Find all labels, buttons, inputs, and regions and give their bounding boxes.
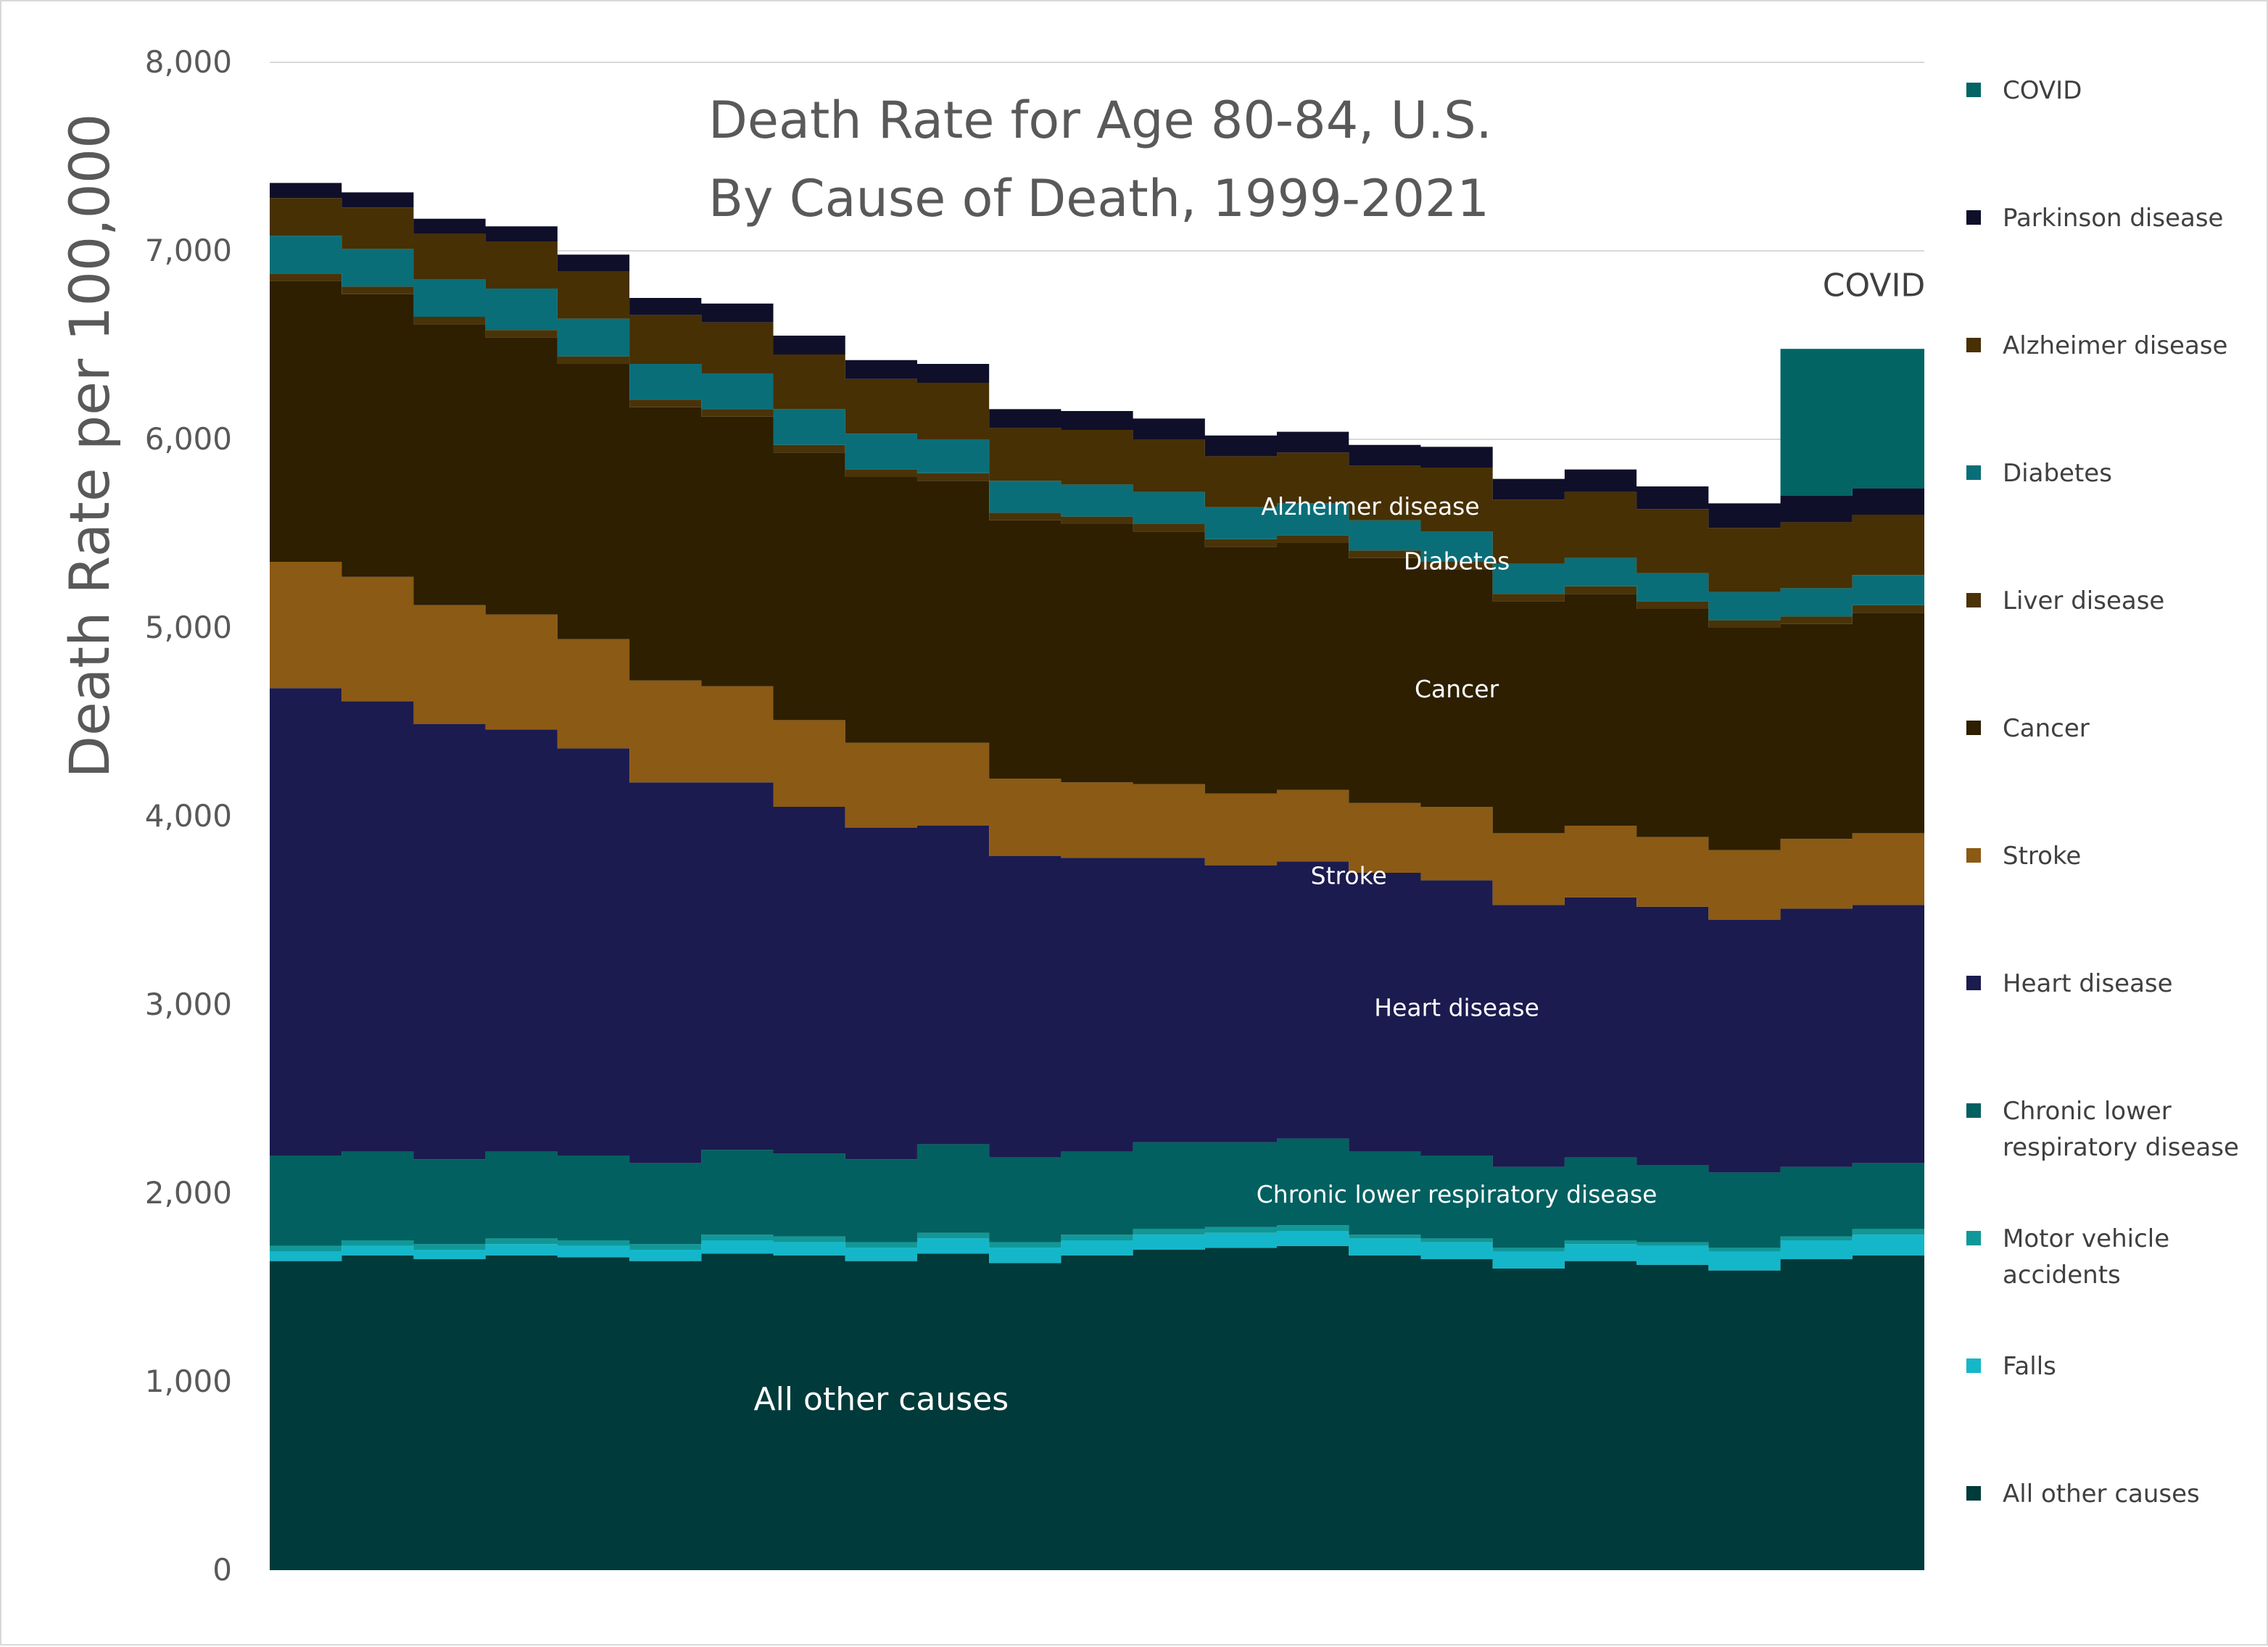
chart-title-line-1: Death Rate for Age 80-84, U.S.	[708, 91, 1492, 150]
area-falls	[270, 1231, 1924, 1271]
annotation-label: Cancer	[1415, 675, 1499, 703]
legend-label-cancer: Cancer	[2003, 714, 2090, 743]
y-tick-label: 5,000	[145, 610, 232, 645]
legend-label-falls: Falls	[2003, 1352, 2056, 1381]
annotation-label: Alzheimer disease	[1261, 492, 1479, 520]
y-axis-label-group: Death Rate per 100,000	[57, 113, 122, 778]
legend-label-motor-vehicle-accidents: accidents	[2003, 1261, 2121, 1290]
legend-swatch-chronic-lower-respiratory-disease	[1966, 1103, 1981, 1118]
y-tick-label: 2,000	[145, 1175, 232, 1211]
legend-swatch-diabetes	[1966, 465, 1981, 480]
area-alzheimer-disease	[270, 198, 1924, 592]
legend-label-liver-disease: Liver disease	[2003, 586, 2164, 615]
annotation-label: Chronic lower respiratory disease	[1257, 1180, 1657, 1208]
annotation-label: Stroke	[1311, 862, 1387, 890]
annotations: All other causes Chronic lower respirator…	[753, 267, 1925, 1418]
legend-label-alzheimer-disease: Alzheimer disease	[2003, 331, 2227, 360]
data-areas	[270, 183, 1924, 1570]
chart-title: Death Rate for Age 80-84, U.S. By Cause …	[708, 91, 1492, 228]
area-all-other-causes	[270, 1245, 1924, 1570]
legend-swatch-heart-disease	[1966, 976, 1981, 990]
y-axis-label: Death Rate per 100,000	[57, 113, 122, 778]
area-chronic-lower-respiratory-disease	[270, 1138, 1924, 1248]
y-axis: 0 1,000 2,000 3,000 4,000 5,000 6,000 7,000 8,00…	[145, 44, 232, 1588]
legend-swatch-stroke	[1966, 848, 1981, 863]
area-heart-disease	[270, 688, 1924, 1173]
y-tick-label: 1,000	[145, 1364, 232, 1399]
legend-label-heart-disease: Heart disease	[2003, 969, 2173, 998]
legend-swatch-parkinson-disease	[1966, 210, 1981, 225]
area-cancer	[270, 281, 1924, 850]
legend: COVID Parkinson disease Alzheimer disease D…	[1966, 76, 2239, 1509]
y-tick-label: 0	[212, 1552, 232, 1588]
legend-label-chronic-lower-respiratory-disease: respiratory disease	[2003, 1133, 2239, 1162]
legend-swatch-falls	[1966, 1358, 1981, 1373]
legend-label-parkinson-disease: Parkinson disease	[2003, 204, 2223, 233]
legend-label-chronic-lower-respiratory-disease: Chronic lower	[2003, 1097, 2172, 1126]
annotation-label: COVID	[1823, 267, 1926, 304]
annotation-label: All other causes	[753, 1381, 1009, 1418]
y-tick-label: 7,000	[145, 233, 232, 268]
legend-swatch-cancer	[1966, 721, 1981, 735]
y-tick-label: 3,000	[145, 987, 232, 1022]
annotation-label: Diabetes	[1404, 547, 1510, 575]
legend-label-all-other-causes: All other causes	[2003, 1480, 2200, 1509]
legend-swatch-all-other-causes	[1966, 1486, 1981, 1501]
y-tick-label: 6,000	[145, 421, 232, 457]
chart-title-line-2: By Cause of Death, 1999-2021	[708, 169, 1489, 228]
area-stroke	[270, 562, 1924, 920]
legend-swatch-alzheimer-disease	[1966, 338, 1981, 352]
legend-label-diabetes: Diabetes	[2003, 459, 2112, 488]
legend-swatch-covid	[1966, 83, 1981, 97]
y-tick-label: 8,000	[145, 44, 232, 80]
legend-label-stroke: Stroke	[2003, 842, 2081, 871]
y-tick-label: 4,000	[145, 798, 232, 834]
legend-label-covid: COVID	[2003, 76, 2082, 105]
legend-swatch-motor-vehicle-accidents	[1966, 1231, 1981, 1245]
area-motor-vehicle-accidents	[270, 1225, 1924, 1252]
legend-label-motor-vehicle-accidents: Motor vehicle	[2003, 1224, 2169, 1253]
legend-swatch-liver-disease	[1966, 593, 1981, 607]
annotation-label: Heart disease	[1374, 994, 1539, 1022]
